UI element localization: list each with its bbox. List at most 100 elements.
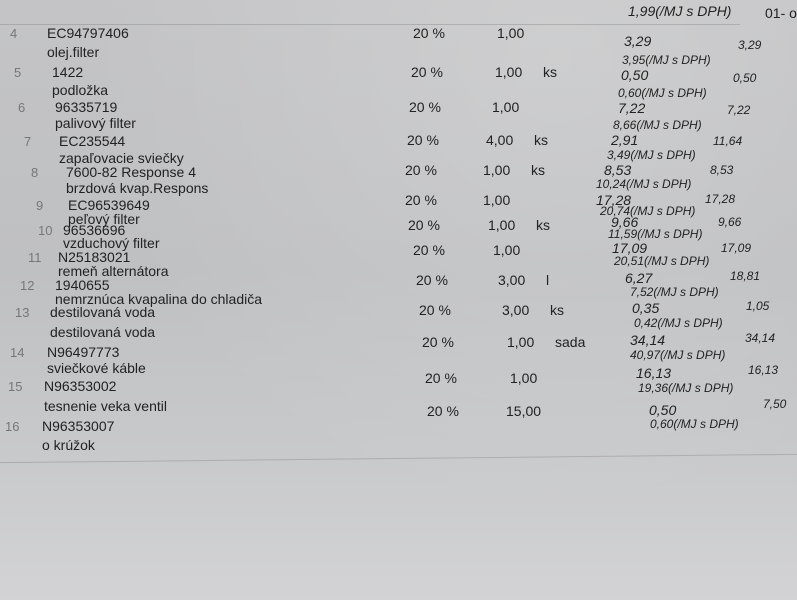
item-quantity: 1,00 bbox=[483, 162, 511, 178]
item-number: 12 bbox=[20, 278, 35, 293]
item-total: 34,14 bbox=[745, 331, 776, 345]
item-total: 1,05 bbox=[746, 299, 770, 313]
item-quantity: 1,00 bbox=[492, 99, 520, 115]
item-code: 1940655 bbox=[55, 277, 110, 293]
item-description: palivový filter bbox=[55, 115, 136, 131]
item-vat-rate: 20 % bbox=[413, 242, 445, 258]
item-total: 9,66 bbox=[718, 215, 742, 229]
item-total: 17,28 bbox=[705, 192, 736, 206]
item-number: 15 bbox=[8, 379, 23, 394]
item-total: 0,50 bbox=[733, 71, 757, 85]
item-number: 8 bbox=[31, 165, 39, 180]
item-quantity: 1,00 bbox=[507, 334, 535, 350]
item-unit-price-with-vat: 19,36(/MJ s DPH) bbox=[638, 381, 734, 395]
item-quantity: 1,00 bbox=[483, 192, 511, 208]
item-quantity: 1,00 bbox=[493, 242, 521, 258]
item-vat-rate: 20 % bbox=[408, 217, 440, 233]
item-description: tesnenie veka ventil bbox=[44, 398, 167, 414]
item-unit-price: 2,91 bbox=[611, 132, 639, 148]
item-unit-price: 34,14 bbox=[630, 332, 666, 348]
item-number: 10 bbox=[38, 223, 53, 238]
item-quantity: 1,00 bbox=[488, 217, 516, 233]
item-code: N96353007 bbox=[42, 418, 115, 434]
item-number: 14 bbox=[10, 345, 25, 360]
item-quantity: 3,00 bbox=[498, 272, 526, 288]
item-quantity: 4,00 bbox=[486, 132, 514, 148]
item-number: 4 bbox=[10, 26, 18, 41]
item-vat-rate: 20 % bbox=[425, 370, 457, 386]
item-total: 17,09 bbox=[721, 241, 752, 255]
item-unit: ks bbox=[531, 162, 545, 178]
item-number: 13 bbox=[15, 305, 30, 320]
item-unit-price: 6,27 bbox=[625, 270, 653, 286]
item-code: N25183021 bbox=[58, 249, 131, 265]
item-description: olej.filter bbox=[47, 44, 100, 60]
item-unit-price: 7,22 bbox=[618, 100, 646, 116]
item-unit: l bbox=[546, 272, 550, 288]
item-description: podložka bbox=[52, 82, 109, 98]
item-code: EC235544 bbox=[59, 133, 126, 149]
item-unit-price-with-vat: 3,49(/MJ s DPH) bbox=[607, 148, 696, 162]
item-unit-price-with-vat: 7,52(/MJ s DPH) bbox=[630, 285, 719, 299]
item-unit: ks bbox=[534, 132, 548, 148]
item-unit-price-with-vat: 0,60(/MJ s DPH) bbox=[618, 86, 707, 100]
item-vat-rate: 20 % bbox=[427, 403, 459, 419]
item-vat-rate: 20 % bbox=[407, 132, 439, 148]
item-total: 16,13 bbox=[748, 363, 779, 377]
item-unit: ks bbox=[550, 302, 564, 318]
item-code: 96335719 bbox=[55, 99, 118, 115]
item-number: 6 bbox=[18, 100, 26, 115]
item-vat-rate: 20 % bbox=[416, 272, 448, 288]
item-total: 11,64 bbox=[713, 134, 743, 148]
item-unit: ks bbox=[543, 64, 557, 80]
item-number: 9 bbox=[36, 198, 44, 213]
item-description: zapaľovacie sviečky bbox=[59, 150, 184, 166]
item-unit-price: 8,53 bbox=[604, 162, 632, 178]
item-unit-price-with-vat: 11,59(/MJ s DPH) bbox=[608, 227, 703, 241]
item-unit-price-with-vat: 20,51(/MJ s DPH) bbox=[614, 254, 710, 268]
item-quantity: 1,00 bbox=[495, 64, 523, 80]
item-quantity: 1,00 bbox=[497, 25, 525, 41]
item-description: sviečkové káble bbox=[47, 360, 146, 376]
item-description: brzdová kvap.Respons bbox=[66, 180, 209, 196]
item-unit-price: 3,29 bbox=[624, 33, 652, 49]
item-unit-price: 0,35 bbox=[632, 300, 660, 316]
item-total: 3,29 bbox=[738, 38, 762, 52]
item-total: 18,81 bbox=[730, 269, 761, 283]
item-code: 7600-82 Response 4 bbox=[66, 164, 196, 180]
item-vat-rate: 20 % bbox=[411, 64, 443, 80]
item-code: destilovaná voda bbox=[50, 304, 156, 320]
header-page-ref: 01- o.č bbox=[765, 5, 797, 21]
item-unit: sada bbox=[555, 334, 586, 350]
item-number: 16 bbox=[5, 419, 20, 434]
item-unit-price: 0,50 bbox=[649, 402, 677, 418]
item-vat-rate: 20 % bbox=[405, 162, 437, 178]
item-unit-price: 17,09 bbox=[612, 240, 648, 256]
item-unit-price-with-vat: 8,66(/MJ s DPH) bbox=[613, 118, 702, 132]
item-quantity: 15,00 bbox=[506, 403, 542, 419]
item-code: 1422 bbox=[52, 64, 84, 80]
item-description: destilovaná voda bbox=[50, 324, 156, 340]
item-unit-price-with-vat: 40,97(/MJ s DPH) bbox=[630, 348, 726, 362]
item-vat-rate: 20 % bbox=[405, 192, 437, 208]
item-unit-price: 16,13 bbox=[636, 365, 672, 381]
item-vat-rate: 20 % bbox=[422, 334, 454, 350]
item-unit-price-with-vat: 20,74(/MJ s DPH) bbox=[600, 204, 696, 218]
top-rule bbox=[0, 24, 740, 25]
item-total: 7,50 bbox=[763, 397, 787, 411]
item-number: 5 bbox=[14, 65, 22, 80]
item-unit-price: 9,66 bbox=[611, 214, 639, 230]
item-quantity: 3,00 bbox=[502, 302, 530, 318]
item-description: remeň alternátora bbox=[58, 263, 169, 279]
item-code: 96536696 bbox=[63, 222, 126, 238]
item-description: nemrznúca kvapalina do chladiča bbox=[55, 291, 263, 307]
item-code: EC96539649 bbox=[68, 197, 150, 213]
item-description: peľový filter bbox=[68, 211, 140, 227]
item-total: 8,53 bbox=[710, 163, 734, 177]
item-number: 7 bbox=[24, 134, 32, 149]
item-total: 7,22 bbox=[727, 103, 751, 117]
item-number: 11 bbox=[28, 250, 42, 265]
item-unit-price: 0,50 bbox=[621, 67, 649, 83]
item-vat-rate: 20 % bbox=[409, 99, 441, 115]
